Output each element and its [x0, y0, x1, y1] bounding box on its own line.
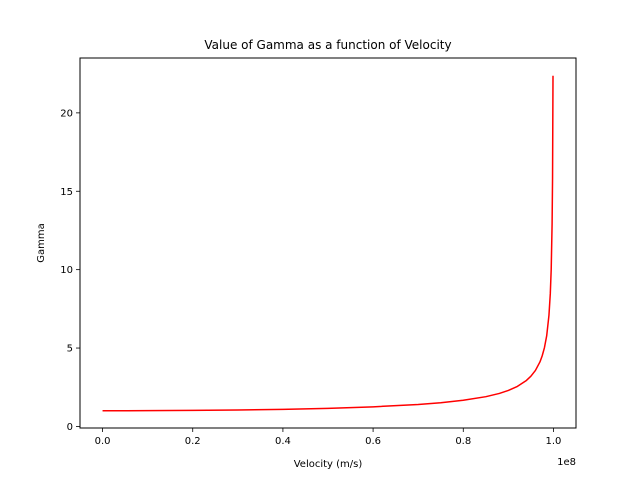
y-tick-label: 15	[60, 187, 73, 198]
x-tick-label: 0.6	[365, 436, 381, 447]
y-tick-label: 0	[67, 422, 73, 433]
x-tick-label: 0.0	[95, 436, 111, 447]
y-tick-label: 5	[67, 344, 73, 355]
axes-frame	[79, 57, 577, 429]
gamma-series-line	[102, 75, 554, 412]
chart-title: Value of Gamma as a function of Velocity	[204, 38, 451, 52]
x-axis-label: Velocity (m/s)	[294, 459, 363, 470]
x-tick-label: 0.8	[455, 436, 471, 447]
x-tick-label: 1.0	[546, 436, 562, 447]
x-tick-label: 0.4	[275, 436, 291, 447]
plot-area	[102, 75, 554, 412]
axis-ticks: 0.0 0.2 0.4 0.6 0.8 1.0 0 5 10 15 20	[60, 108, 561, 447]
y-axis-label: Gamma	[36, 223, 47, 263]
y-tick-label: 20	[60, 108, 73, 119]
x-axis-offset-label: 1e8	[557, 457, 576, 468]
y-tick-label: 10	[60, 265, 73, 276]
x-tick-label: 0.2	[185, 436, 201, 447]
